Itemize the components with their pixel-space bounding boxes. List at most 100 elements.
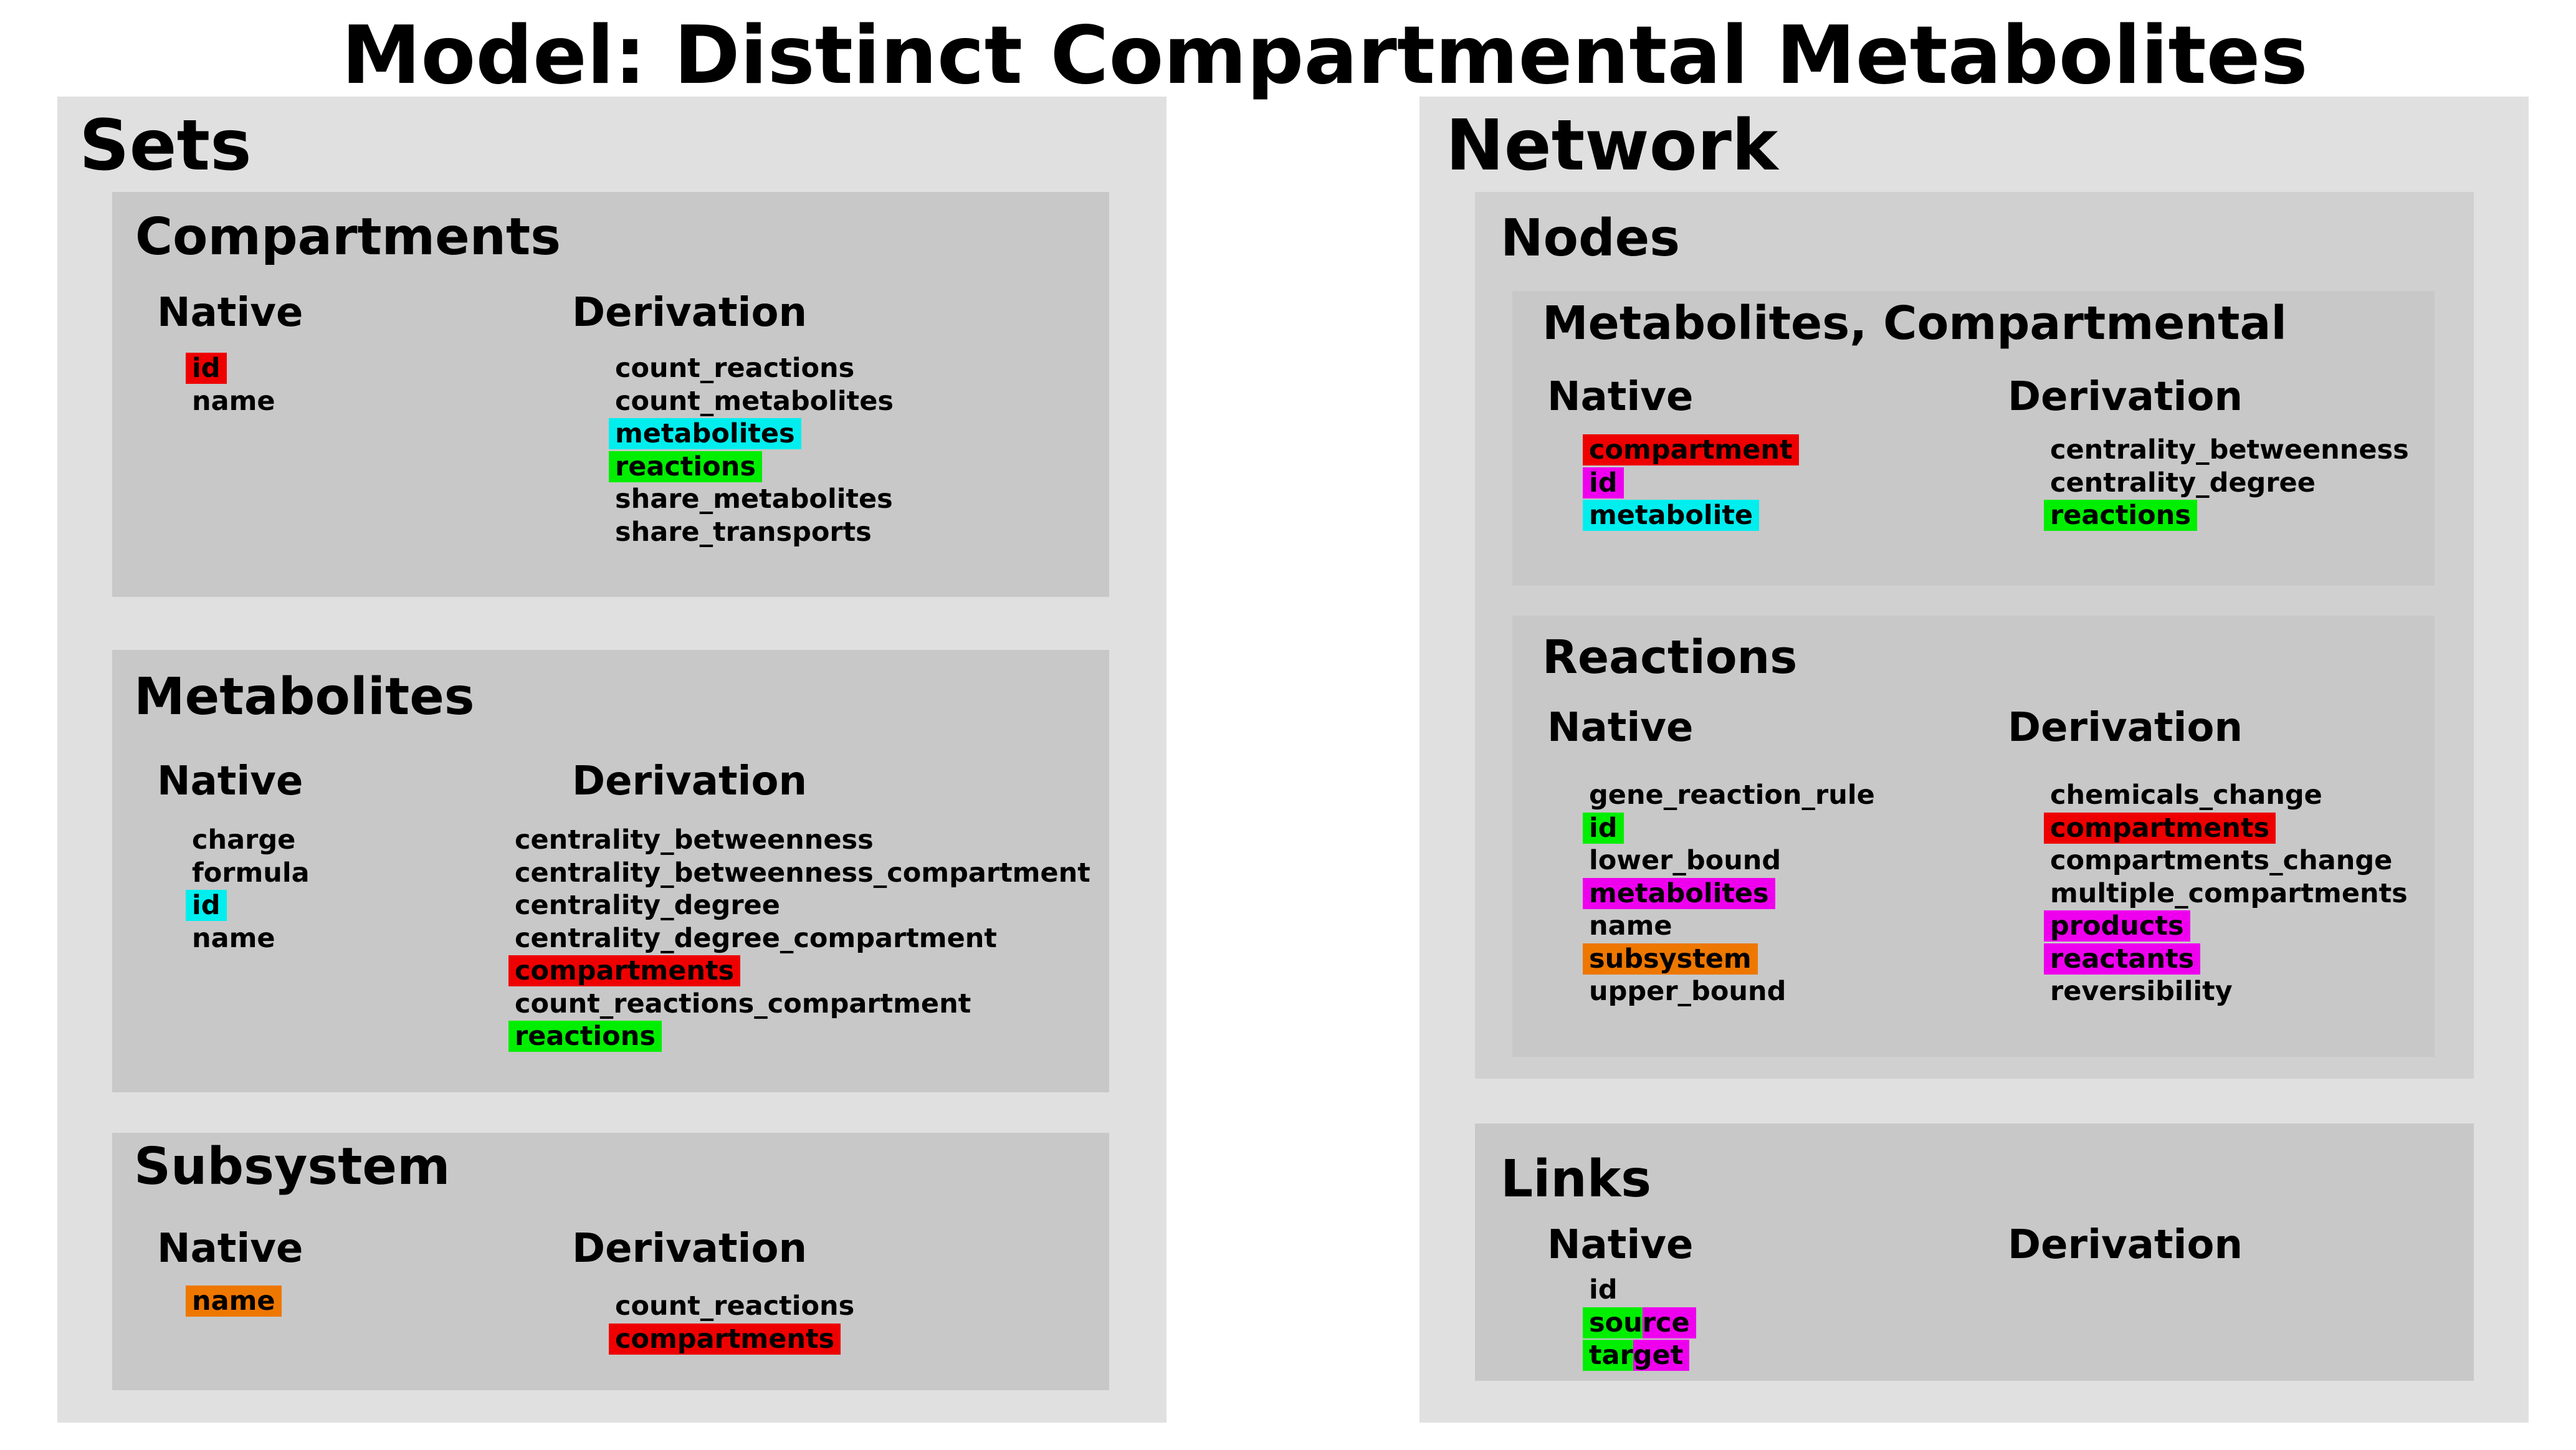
metabolites-native-label: Native [157,758,303,804]
field-label: gene_reaction_rule [1589,780,1875,811]
field-label: metabolites [1583,877,1775,909]
links-native-label: Native [1547,1222,1694,1268]
field-label: name [192,922,275,954]
network-heading: Network [1446,105,1778,186]
list-item: centrality_betweenness [515,824,1090,857]
compartments-native-label: Native [157,290,303,336]
metabolites-compartmental-derivation-label: Derivation [2008,374,2243,420]
field-label: metabolite [1583,500,1760,531]
field-label: metabolites [609,418,801,449]
metabolites-box [112,650,1109,1092]
reactions-derivation-list: chemicals_change compartments compartments… [2044,779,2408,1008]
list-item: reactions [609,451,894,484]
field-label: reactants [2044,943,2201,975]
list-item: gene_reaction_rule [1589,779,1875,812]
list-item: metabolites [609,417,894,451]
field-label: share_metabolites [615,484,893,515]
field-label: multiple_compartments [2050,877,2408,909]
list-item: charge [192,824,310,857]
page-title: Model: Distinct Compartmental Metabolite… [341,9,2308,102]
field-label: count_reactions [615,1290,855,1322]
list-item: name [186,1285,282,1318]
sets-heading: Sets [79,105,252,186]
reactions-heading: Reactions [1542,631,1798,684]
list-item: metabolites [1583,877,1875,910]
reactions-native-list: gene_reaction_rule id lower_bound metabolit… [1583,779,1875,1008]
field-label: upper_bound [1589,976,1787,1007]
list-item: reversibility [2050,975,2408,1008]
metabolites-compartmental-heading: Metabolites, Compartmental [1542,297,2287,350]
list-item: reactants [2044,943,2408,976]
field-label: id [1583,812,1624,844]
field-label: centrality_degree [515,890,780,921]
field-label: count_reactions_compartment [515,988,971,1019]
field-label: chemicals_change [2050,780,2322,811]
field-label: centrality_betweenness_compartment [515,857,1090,889]
subsystem-heading: Subsystem [134,1137,451,1196]
metabolites-compartmental-native-label: Native [1547,374,1694,420]
list-item: name [192,922,310,955]
field-label: compartment [1583,434,1799,465]
list-item: id [186,352,275,385]
list-item: upper_bound [1589,975,1875,1008]
field-label: name [192,385,275,417]
list-item: name [192,385,275,418]
list-item: centrality_degree [2050,467,2409,500]
list-item: metabolite [1583,499,1799,532]
list-item: reactions [2044,499,2409,532]
field-label: id [1583,467,1624,498]
list-item: target [1583,1339,1696,1372]
list-item: lower_bound [1589,844,1875,877]
list-item: share_transports [615,516,894,549]
list-item: products [2044,910,2408,943]
links-heading: Links [1500,1150,1652,1209]
subsystem-native-label: Native [157,1226,303,1272]
field-label: share_transports [615,516,872,548]
list-item: reactions [508,1020,1090,1053]
field-label: reactions [2044,500,2197,531]
list-item: id [1583,812,1875,845]
list-item: count_reactions [615,1290,854,1323]
field-label: reactions [609,451,762,482]
list-item: share_metabolites [615,483,894,516]
list-item: id [186,889,310,922]
field-label: centrality_degree_compartment [515,922,997,954]
list-item: name [1589,910,1875,943]
nodes-heading: Nodes [1500,209,1681,268]
metabolites-compartmental-derivation-list: centrality_betweenness centrality_degree r… [2044,434,2409,532]
list-item: chemicals_change [2050,779,2408,812]
list-item: id [1589,1274,1696,1307]
field-label: name [1589,910,1672,942]
list-item: multiple_compartments [2050,877,2408,910]
list-item: count_reactions_compartment [515,988,1090,1021]
list-item: source [1583,1307,1696,1340]
reactions-native-label: Native [1547,705,1694,751]
list-item: formula [192,857,310,890]
list-item: compartments [609,1323,854,1356]
field-label: count_metabolites [615,385,894,417]
list-item: compartments_change [2050,844,2408,877]
metabolites-native-list: charge formula id name [186,824,310,955]
subsystem-derivation-list: count_reactions compartments [609,1290,854,1356]
list-item: centrality_degree_compartment [515,922,1090,955]
compartments-heading: Compartments [135,207,561,267]
field-label: centrality_betweenness [2050,434,2409,465]
subsystem-native-list: name [186,1285,282,1318]
field-label: name [186,1285,282,1317]
field-label: subsystem [1583,943,1758,975]
compartments-native-list: id name [186,352,275,418]
list-item: centrality_betweenness [2050,434,2409,467]
field-label: compartments [2044,812,2276,844]
list-item: compartments [508,955,1090,988]
subsystem-derivation-label: Derivation [572,1226,807,1272]
list-item: count_metabolites [615,385,894,418]
metabolites-heading: Metabolites [134,667,475,727]
field-label: count_reactions [615,353,855,384]
compartments-derivation-list: count_reactions count_metabolites metaboli… [609,352,894,549]
field-label: charge [192,824,296,856]
field-label: compartments [609,1323,841,1355]
field-label: centrality_degree [2050,467,2316,498]
field-label: source [1583,1307,1696,1338]
list-item: subsystem [1583,943,1875,976]
compartments-derivation-label: Derivation [572,290,807,336]
